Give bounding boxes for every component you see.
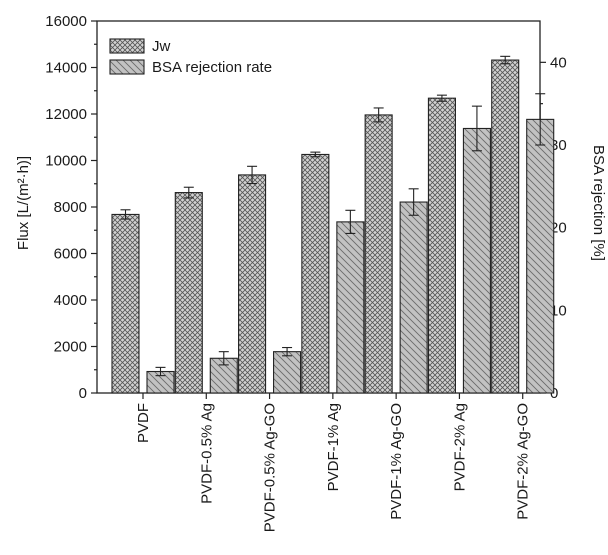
legend-label-jw: Jw (152, 38, 171, 55)
bar-jw (427, 97, 456, 394)
legend-label-bsa: BSA rejection rate (152, 59, 272, 76)
plot-area: 0200040006000800010000120001400016000010… (45, 13, 566, 532)
bar-jw (174, 192, 203, 394)
y-left-tick-label: 4000 (54, 292, 87, 309)
y-right-tick-label: 40 (550, 54, 567, 71)
bar-bsa (336, 221, 365, 394)
x-tick-label: PVDF (135, 403, 152, 443)
bar-bsa (526, 118, 555, 394)
legend-swatch-jw (109, 38, 145, 54)
legend: Jw BSA rejection rate (109, 38, 272, 76)
bar-jw (364, 114, 393, 394)
y-left-tick-label: 10000 (45, 153, 87, 170)
bar-jw (238, 174, 267, 394)
x-tick-label: PVDF-0.5% Ag (198, 403, 215, 504)
x-tick-label: PVDF-1% Ag (325, 403, 342, 491)
y-left-tick-label: 6000 (54, 246, 87, 263)
bar-bsa (462, 127, 491, 394)
y-left-tick-label: 0 (79, 385, 87, 402)
y-left-tick-label: 8000 (54, 199, 87, 216)
y-axis-title-left: Flux [L/(m²·h)] (15, 156, 32, 250)
bar-jw (301, 153, 330, 394)
bar-jw (491, 59, 520, 394)
bar-jw (111, 213, 140, 394)
y-left-tick-label: 12000 (45, 106, 87, 123)
x-tick-label: PVDF-2% Ag (451, 403, 468, 491)
x-tick-label: PVDF-0.5% Ag-GO (262, 403, 279, 532)
y-left-tick-label: 14000 (45, 60, 87, 77)
y-left-tick-label: 16000 (45, 13, 87, 30)
y-axis-title-right: BSA rejection [%] (590, 145, 607, 261)
legend-swatch-bsa (109, 59, 145, 75)
x-tick-label: PVDF-1% Ag-GO (388, 403, 405, 520)
x-tick-label: PVDF-2% Ag-GO (515, 403, 532, 520)
y-left-tick-label: 2000 (54, 339, 87, 356)
bar-bsa (399, 201, 428, 394)
bar-bsa (273, 351, 302, 394)
